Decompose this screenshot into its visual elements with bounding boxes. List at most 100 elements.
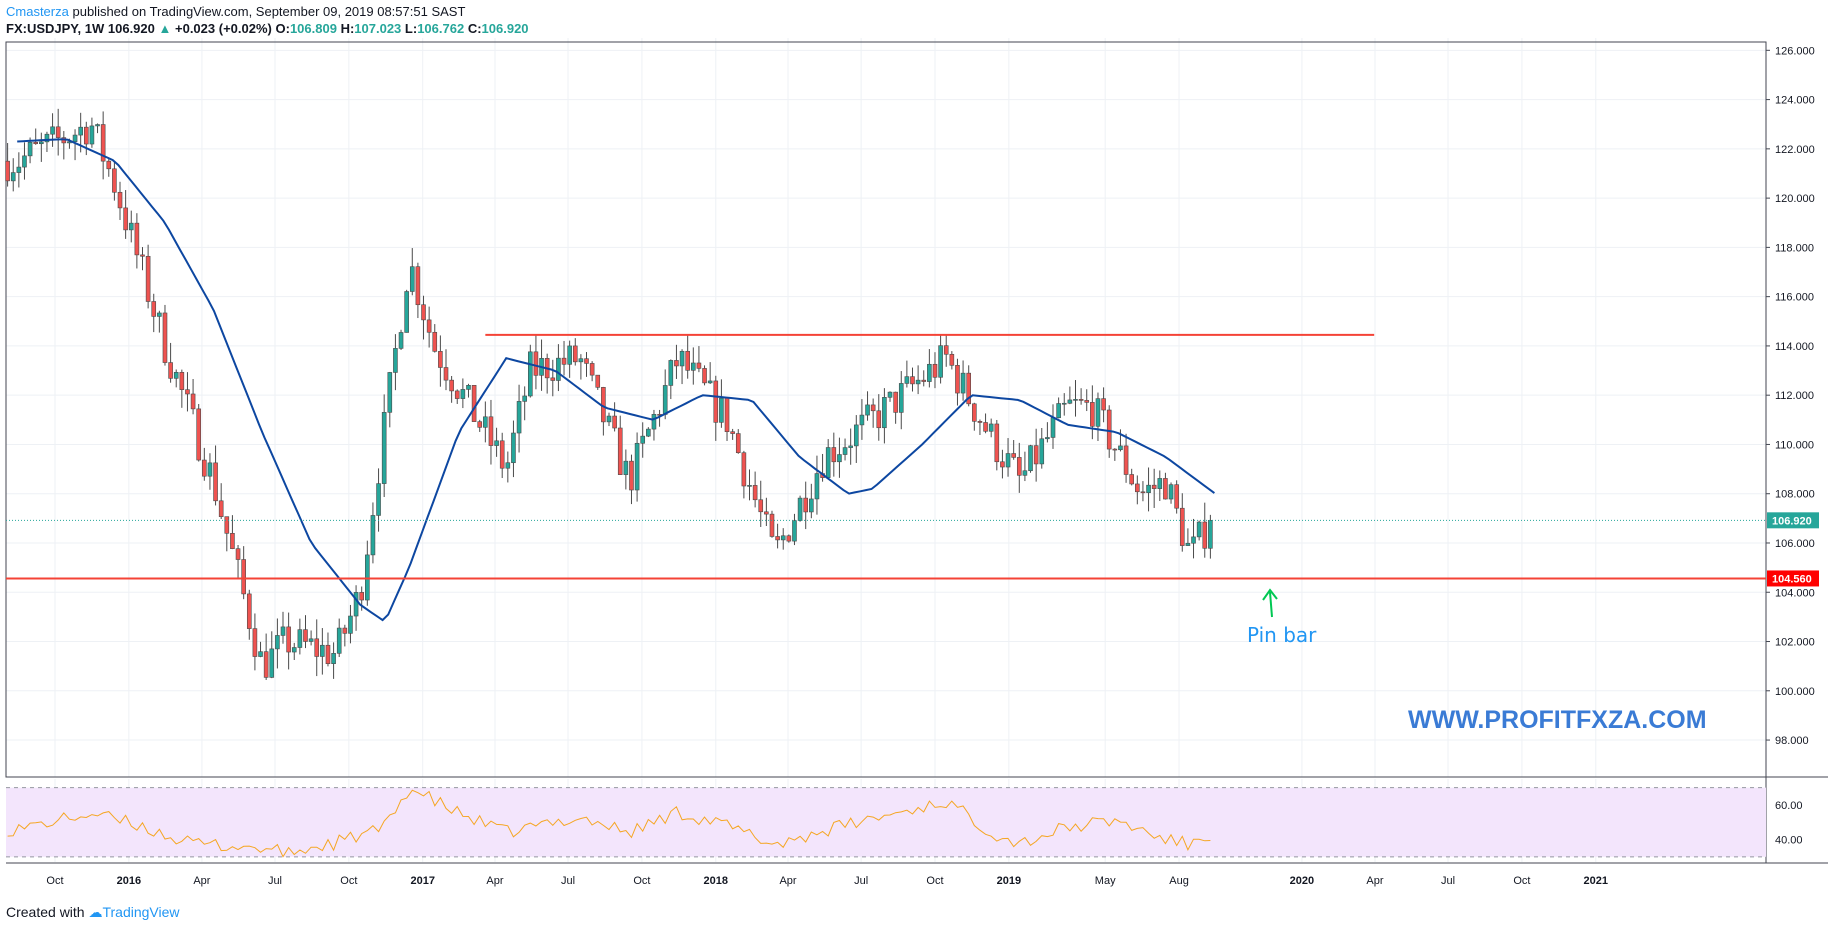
price-tick-label: 122.000: [1775, 144, 1815, 156]
time-tick-label: Jul: [268, 875, 282, 887]
candle-body: [151, 301, 157, 317]
candle-body: [230, 533, 235, 549]
price-tick-label: 116.000: [1775, 292, 1814, 304]
candle-body: [612, 415, 617, 429]
candle-body: [483, 416, 488, 428]
candle-body: [454, 390, 460, 399]
candle-body: [168, 362, 173, 379]
time-tick-label: 2021: [1584, 875, 1608, 887]
candle-body: [921, 379, 927, 382]
candle-body: [1146, 484, 1151, 494]
candle-body: [848, 445, 853, 448]
candle-body: [44, 133, 50, 143]
candle-body: [393, 348, 398, 373]
candle-body: [893, 391, 898, 413]
time-tick-label: Apr: [779, 875, 796, 887]
candle-body: [595, 374, 601, 388]
candle-body: [831, 447, 837, 463]
candle-body: [640, 435, 646, 444]
last-price: 106.920: [107, 21, 155, 36]
high-value: 107.023: [354, 21, 402, 36]
candle-body: [1185, 542, 1191, 546]
candle-body: [196, 408, 202, 461]
time-tick-label: Apr: [1366, 875, 1383, 887]
candle-body: [1202, 521, 1208, 549]
candle-body: [213, 462, 218, 502]
moving-average: [17, 138, 1215, 622]
candle-body: [589, 363, 595, 376]
candle-body: [859, 414, 865, 426]
candle-body: [1129, 474, 1134, 485]
symbol-label[interactable]: FX:USDJPY, 1W: [6, 21, 105, 36]
candle-body: [1095, 398, 1101, 427]
candle-body: [1005, 453, 1011, 468]
candle-body: [426, 319, 432, 333]
candle-body: [528, 351, 533, 397]
price-tick-label: 106.000: [1775, 538, 1815, 550]
candle-body: [853, 424, 859, 447]
price-tick-label: 112.000: [1775, 390, 1814, 402]
close-label: C:: [467, 21, 482, 36]
candle-body: [488, 416, 494, 446]
candle-body: [72, 134, 78, 142]
candle-body: [218, 500, 224, 517]
candle-body: [173, 372, 179, 379]
candle-body: [1179, 507, 1185, 546]
tradingview-link[interactable]: TradingView: [102, 904, 180, 920]
pin-bar-label[interactable]: Pin bar: [1247, 623, 1317, 647]
candle-body: [466, 385, 471, 390]
candle-body: [1056, 403, 1061, 419]
candle-body: [1191, 536, 1196, 544]
candle-body: [207, 462, 213, 477]
time-axis[interactable]: Oct 2016 Apr Jul Oct 2017 Apr Jul Oct 2018 Apr Jul O…: [46, 875, 1608, 887]
candle-body: [696, 362, 702, 369]
candle-body: [263, 651, 269, 678]
time-tick-label: May: [1095, 875, 1116, 887]
candle-body: [27, 141, 33, 157]
candle-body: [932, 363, 938, 378]
candle-body: [1123, 445, 1129, 475]
tradingview-logo-icon[interactable]: ☁: [88, 904, 103, 920]
up-arrow-icon: [1262, 588, 1278, 618]
candle-body: [792, 520, 797, 542]
price-axis[interactable]: 98.000 100.000 102.000 104.000 106.000 108.00…: [1766, 45, 1819, 847]
last-price-badge-label: 106.920: [1772, 515, 1812, 527]
candle-body: [471, 385, 477, 422]
candle-body: [1078, 399, 1084, 401]
candle-body: [398, 332, 404, 349]
published-text: published on TradingView.com, September …: [72, 4, 466, 19]
candle-body: [348, 615, 353, 634]
candle-body: [690, 362, 696, 371]
open-value: 106.809: [289, 21, 337, 36]
time-tick-label: 2017: [410, 875, 434, 887]
candle-body: [404, 291, 409, 333]
candle-body: [477, 421, 483, 428]
candle-body: [1084, 400, 1090, 403]
publish-info: Cmasterza published on TradingView.com, …: [6, 4, 465, 19]
grid: [6, 38, 1766, 862]
candle-body: [162, 312, 168, 363]
candle-body: [421, 304, 426, 321]
rsi-line: [7, 789, 1211, 858]
candle-body: [584, 358, 589, 364]
price-tick-label: 120.000: [1775, 193, 1815, 205]
price-tick-label: 102.000: [1775, 637, 1815, 649]
horizontal-levels[interactable]: [6, 333, 1766, 580]
time-tick-label: Oct: [926, 875, 943, 887]
candle-body: [269, 648, 275, 678]
candle-body: [494, 440, 499, 446]
candle-body: [1000, 461, 1005, 468]
candle-body: [988, 423, 994, 432]
candle-body: [185, 389, 190, 395]
candle-body: [797, 497, 803, 521]
candle-body: [668, 360, 674, 386]
candle-body: [1022, 470, 1028, 476]
candle-body: [1106, 409, 1112, 450]
candle-body: [561, 357, 567, 365]
candle-body: [1050, 417, 1056, 438]
candle-body: [83, 126, 89, 145]
author-link[interactable]: Cmasterza: [6, 4, 69, 19]
candle-body: [1163, 478, 1168, 500]
candle-body: [814, 473, 820, 500]
